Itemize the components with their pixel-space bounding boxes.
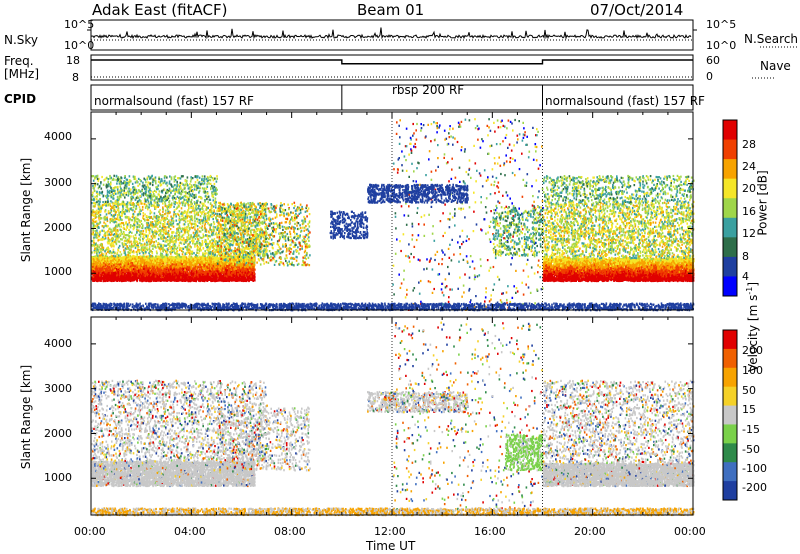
- power-cb-tick-28: 28: [742, 139, 756, 150]
- noise-tick-top-right: 10^5: [706, 19, 736, 30]
- power-colorbar-frame: [722, 119, 738, 297]
- nsky-label: N.Sky: [4, 34, 38, 46]
- vel-cb-tick-100: 100: [742, 365, 763, 376]
- vel-cb-tick-15: 15: [742, 404, 756, 415]
- band-left-mid: [91, 201, 269, 258]
- velocity-colorbar-swatch: [723, 424, 737, 444]
- power-colorbar-swatch: [723, 276, 737, 297]
- power-cb-tick-24: 24: [742, 161, 756, 172]
- radar-title: Adak East (fitACF): [92, 3, 227, 18]
- vel-left-tail: [216, 406, 311, 472]
- velocity-ytick-3000: 3000: [44, 383, 72, 394]
- velocity-colorbar-swatch: [723, 367, 737, 388]
- power-ytick-2000: 2000: [44, 222, 72, 233]
- band-left-tail: [216, 201, 311, 267]
- noise-tick-bottom-right: 10^0: [706, 40, 736, 51]
- velocity-ytick-4000: 4000: [44, 338, 72, 349]
- power-cb-tick-4: 4: [742, 271, 749, 282]
- power-colorbar-swatch: [723, 237, 737, 258]
- vel-right-mid: [542, 379, 695, 465]
- date-label: 07/Oct/2014: [590, 3, 683, 18]
- arc-power-left: [329, 210, 369, 240]
- power-colorbar-swatch: [723, 217, 737, 238]
- rbsp-noise-power: [392, 118, 544, 311]
- power-colorbar-swatch: [723, 198, 737, 219]
- xtick-0: 00:00: [74, 526, 106, 537]
- velocity-colorbar-swatch: [723, 348, 737, 369]
- mode-label-3: normalsound (fast) 157 RF: [545, 95, 705, 107]
- velocity-colorbar-swatch: [723, 443, 737, 463]
- power-cb-tick-16: 16: [742, 206, 756, 217]
- freq-label: Freq.: [4, 55, 34, 67]
- x-axis-label: Time UT: [366, 540, 415, 552]
- xtick-5: 20:00: [574, 526, 606, 537]
- vel-cb-tick-m15: -15: [742, 424, 760, 435]
- vel-arc: [367, 390, 469, 414]
- cpid-panel: [90, 84, 694, 111]
- nave-tick-top: 60: [706, 55, 720, 66]
- cpid-label: CPID: [4, 93, 36, 105]
- power-ytick-1000: 1000: [44, 266, 72, 277]
- power-colorbar-swatch: [723, 120, 737, 141]
- nave-tick-bottom: 0: [706, 71, 713, 82]
- freq-panel: [90, 54, 694, 81]
- velocity-colorbar-frame: [722, 329, 738, 501]
- mode-label-2: rbsp 200 RF: [392, 84, 464, 96]
- noise-tick-top-left: 10^5: [64, 19, 94, 30]
- vel-green-streak: [504, 433, 545, 472]
- noise-tick-bottom-left: 10^0: [64, 40, 94, 51]
- vel-cb-tick-m100: -100: [742, 463, 767, 474]
- velocity-colorbar-swatch: [723, 330, 737, 350]
- band-right-strong: [542, 257, 695, 283]
- velocity-colorbar-swatch: [723, 386, 737, 407]
- power-colorbar-swatch: [723, 256, 737, 277]
- power-ytick-4000: 4000: [44, 131, 72, 142]
- freq-tick-bottom: 8: [72, 72, 79, 83]
- band-left-strong: [91, 255, 256, 283]
- xtick-4: 16:00: [474, 526, 506, 537]
- power-colorbar-swatch: [723, 139, 737, 160]
- velocity-colorbar-swatch: [723, 462, 737, 482]
- power-colorbar-swatch: [723, 178, 737, 199]
- nsky-line: [90, 27, 692, 40]
- vel-cb-tick-200: 200: [742, 345, 763, 356]
- beam-label: Beam 01: [357, 3, 424, 18]
- ground-vel: [91, 507, 695, 517]
- nave-label: Nave: [760, 60, 791, 72]
- xtick-3: 12:00: [374, 526, 406, 537]
- velocity-ytick-1000: 1000: [44, 472, 72, 483]
- band-right-high: [542, 174, 695, 204]
- freq-tick-top: 18: [66, 55, 80, 66]
- xtick-6: 00:00: [674, 526, 706, 537]
- band-left-high: [91, 174, 218, 204]
- rbsp-noise-vel: [392, 321, 544, 517]
- power-cb-tick-8: 8: [742, 251, 749, 262]
- arc-power-right: [492, 206, 545, 258]
- vel-cb-tick-m50: -50: [742, 444, 760, 455]
- freq-line: [91, 59, 693, 65]
- arc-power: [367, 183, 469, 204]
- power-colorbar-swatch: [723, 159, 737, 180]
- mode-label-1: normalsound (fast) 157 RF: [94, 95, 254, 107]
- xtick-1: 04:00: [174, 526, 206, 537]
- power-cb-tick-20: 20: [742, 183, 756, 194]
- power-cb-tick-12: 12: [742, 228, 756, 239]
- velocity-colorbar-swatch: [723, 481, 737, 501]
- velocity-ytick-2000: 2000: [44, 428, 72, 439]
- band-right-mid: [542, 201, 695, 260]
- vel-right-strong: [542, 462, 695, 488]
- velocity-colorbar-swatch: [723, 405, 737, 425]
- vel-cb-tick-50: 50: [742, 385, 756, 396]
- nsearch-label: N.Search: [744, 33, 798, 45]
- vel-cb-tick-m200: -200: [742, 482, 767, 493]
- xtick-2: 08:00: [274, 526, 306, 537]
- freq-unit: [MHz]: [4, 68, 39, 80]
- noise-panel: [90, 19, 694, 51]
- power-ytick-3000: 3000: [44, 177, 72, 188]
